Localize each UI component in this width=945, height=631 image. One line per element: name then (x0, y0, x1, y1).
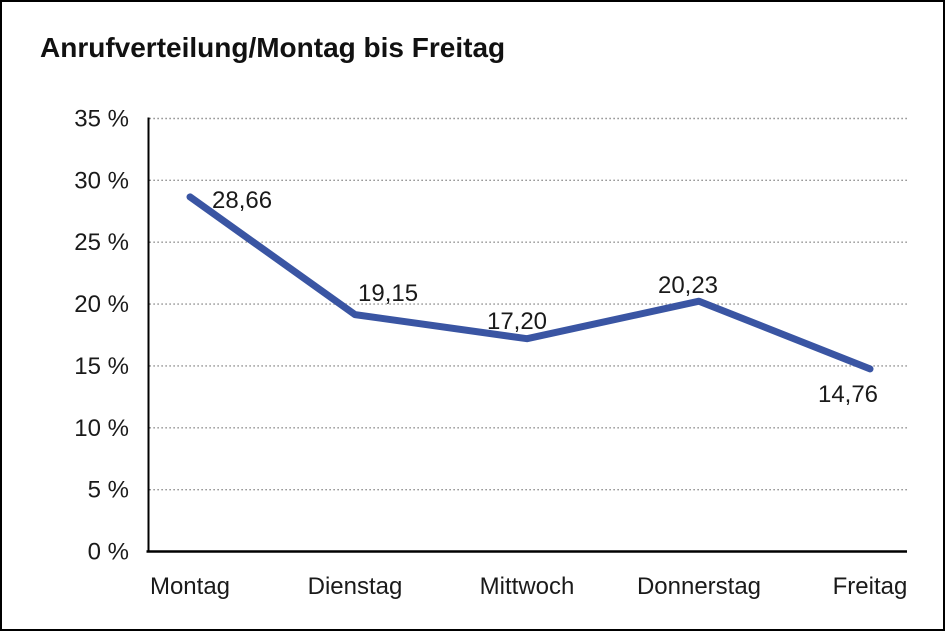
ytick-label: 35 % (74, 106, 129, 133)
data-label: 14,76 (818, 381, 878, 408)
xtick-label-freitag: Freitag (833, 573, 908, 600)
ytick-label: 0 % (88, 539, 129, 566)
xtick-label-donnerstag: Donnerstag (637, 573, 761, 600)
data-label: 17,20 (487, 308, 547, 335)
ytick-label: 25 % (74, 229, 129, 256)
xtick-label-dienstag: Dienstag (308, 573, 403, 600)
xtick-label-montag: Montag (150, 573, 230, 600)
data-label: 28,66 (212, 187, 272, 214)
ytick-label: 20 % (74, 291, 129, 318)
data-label: 20,23 (658, 272, 718, 299)
ytick-label: 30 % (74, 167, 129, 194)
ytick-label: 10 % (74, 415, 129, 442)
series-line (186, 193, 874, 373)
ytick-label: 5 % (88, 477, 129, 504)
ytick-label: 15 % (74, 353, 129, 380)
xtick-label-mittwoch: Mittwoch (480, 573, 575, 600)
chart-title: Anrufverteilung/Montag bis Freitag (40, 32, 506, 63)
data-label: 19,15 (358, 280, 418, 307)
